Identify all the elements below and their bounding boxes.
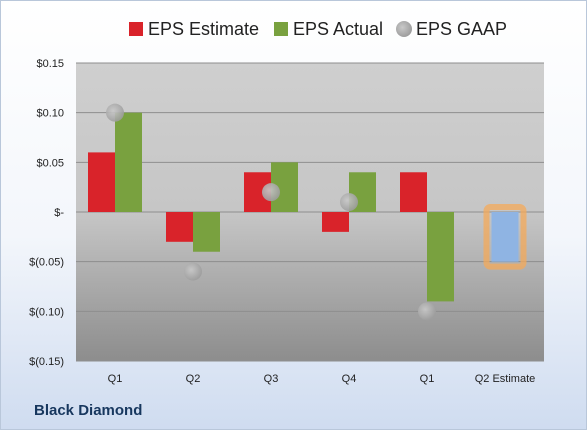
x-tick-label: Q1 (420, 373, 435, 385)
bar-eps-estimate (88, 152, 115, 212)
bar-eps-actual (193, 212, 220, 252)
point-eps-gaap (340, 193, 358, 212)
bar-eps-actual (427, 212, 454, 302)
bar-eps-estimate (400, 172, 427, 212)
legend-label: EPS Estimate (148, 19, 259, 39)
legend-swatch (274, 22, 288, 36)
x-tick-label: Q4 (342, 373, 357, 385)
legend-swatch (396, 21, 412, 37)
company-name: Black Diamond (34, 402, 143, 419)
y-tick-label: $0.10 (36, 108, 64, 120)
y-tick-label: $0.05 (36, 157, 64, 169)
point-eps-gaap (262, 183, 280, 202)
x-tick-label: Q3 (264, 373, 279, 385)
point-eps-gaap (418, 302, 436, 321)
legend-label: EPS GAAP (416, 19, 507, 39)
bar-eps-actual (115, 112, 142, 212)
y-tick-label: $(0.15) (29, 356, 64, 368)
bar-eps-estimate (491, 212, 519, 262)
x-tick-label: Q2 Estimate (475, 373, 536, 385)
y-tick-label: $- (54, 207, 64, 219)
legend-swatch (129, 22, 143, 36)
y-tick-label: $(0.05) (29, 257, 64, 269)
bar-eps-estimate (322, 212, 349, 232)
legend-label: EPS Actual (293, 19, 383, 39)
bar-eps-estimate (166, 212, 193, 242)
x-tick-label: Q1 (108, 373, 123, 385)
point-eps-gaap (184, 262, 202, 281)
x-tick-label: Q2 (186, 373, 201, 385)
y-tick-label: $0.15 (36, 58, 64, 70)
y-tick-label: $(0.10) (29, 306, 64, 318)
estimate-highlight-glow (483, 204, 527, 270)
point-eps-gaap (106, 103, 124, 122)
